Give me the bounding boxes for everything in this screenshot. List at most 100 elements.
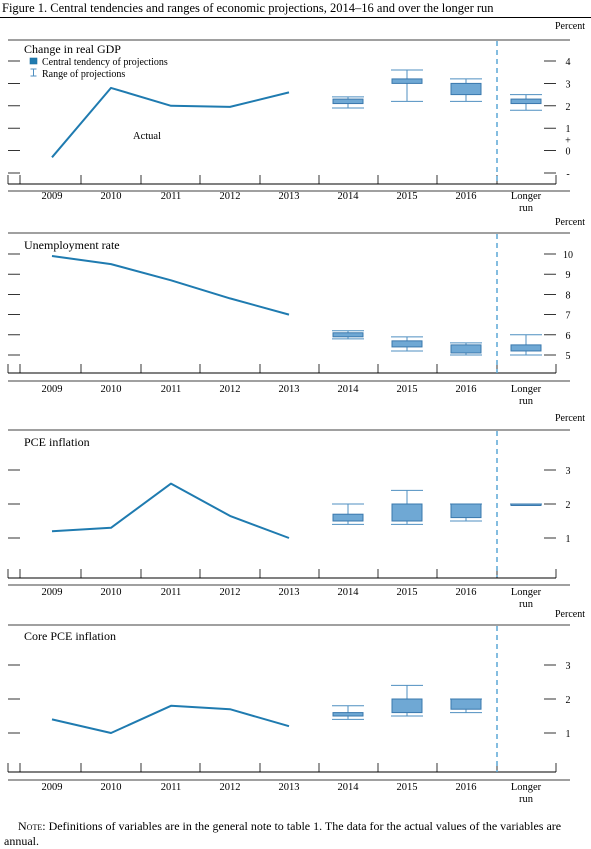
x-tick-label: 2010 (101, 191, 122, 202)
x-tick-label: 2010 (101, 384, 122, 395)
x-tick-label: 2013 (279, 782, 300, 793)
y-tick-label: 2 (566, 102, 571, 113)
x-tick-label: Longer (511, 782, 542, 793)
x-tick-label: 2015 (397, 384, 418, 395)
projection-longer-run (510, 504, 542, 506)
x-tick-label: 2012 (220, 782, 241, 793)
projection-2014 (332, 504, 364, 524)
central-tendency-box (333, 333, 363, 337)
x-tick-label: Longer (511, 384, 542, 395)
note-text: Definitions of variables are in the gene… (4, 819, 561, 848)
central-tendency-box (451, 504, 481, 518)
x-tick-label-line2: run (519, 203, 534, 214)
x-tick-label: 2013 (279, 587, 300, 598)
chart-title: Change in real GDP (24, 42, 121, 56)
x-tick-label: 2009 (42, 384, 63, 395)
central-tendency-box (333, 713, 363, 716)
projection-2016 (450, 343, 482, 355)
x-tick-label: 2010 (101, 782, 122, 793)
projection-2015 (391, 337, 423, 351)
actual-series-line (52, 256, 289, 315)
y-tick-label: 10 (563, 250, 573, 261)
x-tick-label-line2: run (519, 794, 534, 805)
central-tendency-box (392, 504, 422, 521)
chart-panel-pce-inflation: Percent PCE inflation 3 2 1 2009 2010 2011 2012 2… (8, 413, 585, 610)
projection-longer-run (510, 95, 542, 111)
y-tick-label: 1 (566, 534, 571, 545)
note-label: Note: (18, 819, 46, 833)
chart-panel-core-pce-inflation: Percent Core PCE inflation 3 2 1 2009 2010 2011… (8, 609, 585, 805)
x-tick-label-line2: run (519, 599, 534, 610)
chart-title: Core PCE inflation (24, 629, 116, 643)
central-tendency-box (451, 699, 481, 709)
x-tick-label: 2012 (220, 587, 241, 598)
x-tick-label: 2010 (101, 587, 122, 598)
x-tick-label: 2014 (338, 384, 360, 395)
y-tick-label: 3 (566, 661, 571, 672)
central-tendency-box (511, 99, 541, 103)
x-tick-label: 2011 (161, 587, 182, 598)
y-tick-label: 2 (566, 500, 571, 511)
legend-central-tendency-swatch (30, 58, 37, 64)
x-tick-label: 2011 (161, 782, 182, 793)
central-tendency-box (392, 79, 422, 83)
x-tick-label: 2016 (456, 191, 477, 202)
y-unit-label: Percent (555, 21, 585, 32)
y-unit-label: Percent (555, 609, 585, 620)
y-tick-label: 3 (566, 79, 571, 90)
x-tick-label: 2016 (456, 384, 477, 395)
y-tick-label: 6 (566, 331, 571, 342)
legend-range-label: Range of projections (42, 69, 125, 80)
y-tick-label: 7 (566, 311, 571, 322)
x-tick-label: 2009 (42, 191, 63, 202)
projection-2014 (332, 331, 364, 339)
y-tick-label: 4 (566, 57, 571, 68)
central-tendency-box (392, 699, 422, 713)
projection-2015 (391, 70, 423, 101)
central-tendency-box (511, 504, 541, 506)
x-tick-label: 2014 (338, 191, 360, 202)
x-tick-label: Longer (511, 191, 542, 202)
y-tick-label: 2 (566, 695, 571, 706)
y-tick-label: 9 (566, 270, 571, 281)
y-tick-label: - (566, 169, 569, 180)
x-tick-label: 2012 (220, 384, 241, 395)
projection-2015 (391, 685, 423, 716)
x-tick-label: 2012 (220, 191, 241, 202)
x-tick-label-line2: run (519, 396, 534, 407)
projection-2016 (450, 699, 482, 713)
y-unit-label: Percent (555, 413, 585, 424)
central-tendency-box (451, 83, 481, 94)
central-tendency-box (451, 345, 481, 353)
x-tick-label: 2013 (279, 191, 300, 202)
actual-annotation: Actual (133, 131, 161, 142)
y-tick-label: 5 (566, 351, 571, 362)
projection-longer-run (510, 335, 542, 355)
y-tick-label: 1 (566, 124, 571, 135)
x-tick-label: 2009 (42, 782, 63, 793)
actual-series-line (52, 484, 289, 538)
x-tick-label: 2015 (397, 587, 418, 598)
x-tick-label: Longer (511, 587, 542, 598)
chart-title: PCE inflation (24, 435, 90, 449)
y-unit-label: Percent (555, 217, 585, 228)
actual-series-line (52, 706, 289, 733)
x-tick-label: 2011 (161, 191, 182, 202)
x-tick-label: 2009 (42, 587, 63, 598)
y-tick-label: 3 (566, 466, 571, 477)
chart-title: Unemployment rate (24, 238, 120, 252)
central-tendency-box (333, 99, 363, 103)
central-tendency-box (511, 345, 541, 351)
x-tick-label: 2016 (456, 587, 477, 598)
projection-2015 (391, 490, 423, 524)
projection-2016 (450, 79, 482, 101)
actual-series-line (52, 88, 289, 157)
x-tick-label: 2013 (279, 384, 300, 395)
y-tick-label: 0 (566, 147, 571, 158)
y-tick-label: 1 (566, 729, 571, 740)
projection-2014 (332, 97, 364, 108)
